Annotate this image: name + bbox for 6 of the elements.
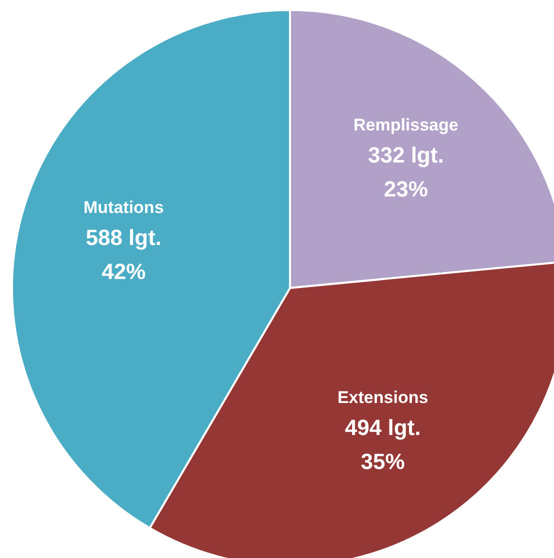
data-label: 332 lgt. 23%	[368, 142, 444, 202]
data-label: 588 lgt. 42%	[86, 224, 162, 284]
data-label: 494 lgt. 35%	[344, 415, 421, 474]
slice-label: Remplissage	[353, 115, 458, 134]
slice-label: Mutations	[83, 198, 164, 217]
slice-label: Extensions	[337, 388, 428, 408]
